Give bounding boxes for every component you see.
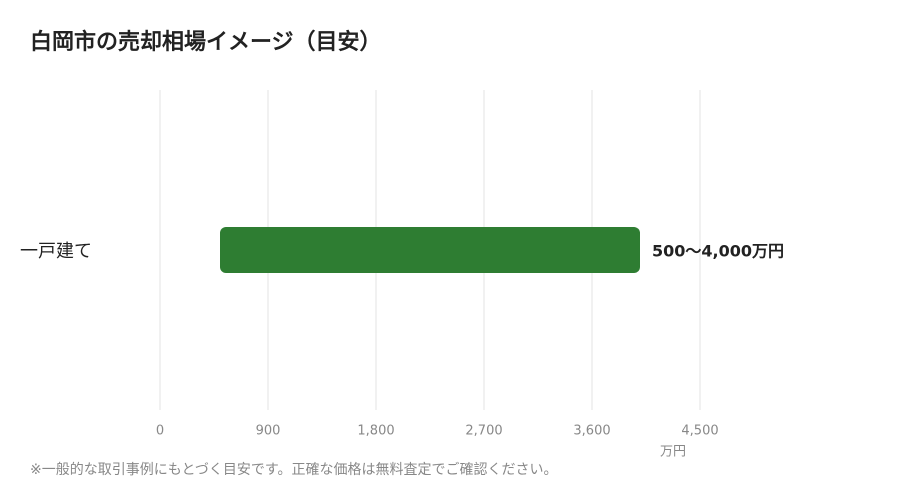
chart-title: 白岡市の売却相場イメージ（目安） [30, 29, 382, 55]
x-tick-label: 3,600 [573, 424, 610, 439]
x-axis-label: 万円 [660, 445, 686, 460]
x-tick-label: 4,500 [681, 424, 718, 439]
x-tick-label: 0 [156, 424, 164, 439]
range-bar [220, 227, 640, 273]
value-label: 500〜4,000万円 [652, 242, 784, 261]
y-tick-label: 一戸建て [20, 241, 92, 262]
x-tick-label: 2,700 [465, 424, 502, 439]
x-tick-label: 1,800 [357, 424, 394, 439]
x-tick-label: 900 [256, 424, 281, 439]
footnote: ※一般的な取引事例にもとづく目安です。正確な価格は無料査定でご確認ください。 [30, 462, 558, 478]
